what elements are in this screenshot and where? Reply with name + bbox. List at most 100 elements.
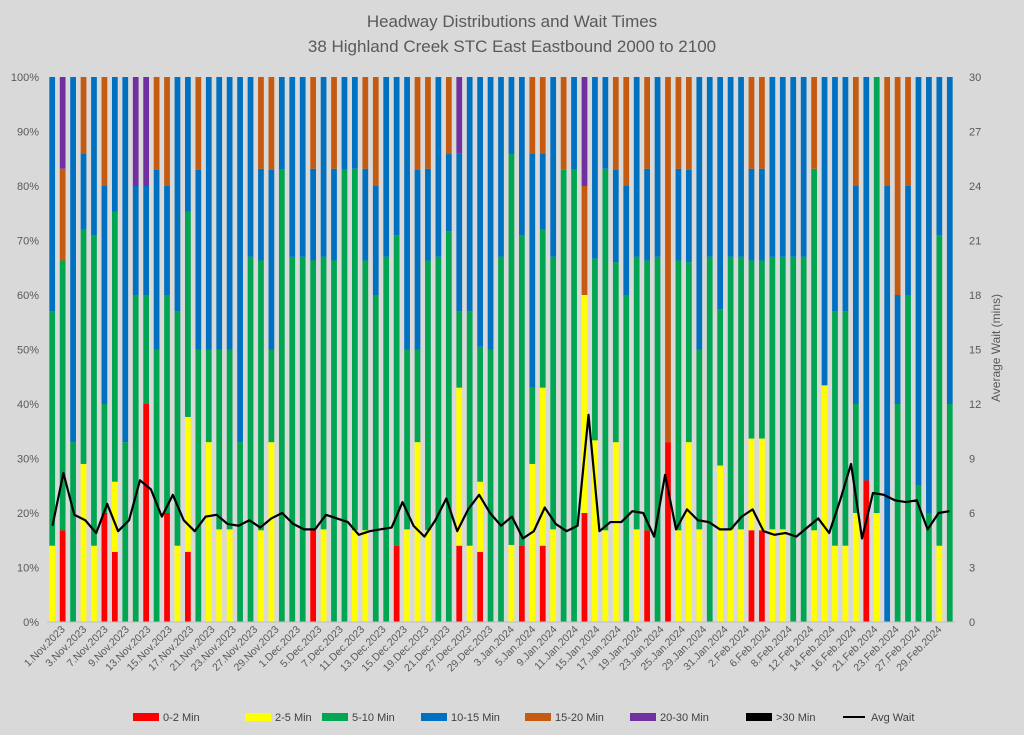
bar-segment-2-5-min xyxy=(111,481,118,552)
bar-segment-10-15-min xyxy=(331,168,337,261)
bar-segment-5-10-min xyxy=(70,442,76,622)
bar-segment-10-15-min xyxy=(633,77,640,257)
bar-segment-5-10-min xyxy=(717,309,724,466)
bar-segment-0-2-min xyxy=(164,513,170,622)
bar-segment-2-5-min xyxy=(80,463,87,622)
bar-segment-10-15-min xyxy=(362,168,369,261)
legend-swatch xyxy=(133,713,159,721)
bar-segment-0-2-min xyxy=(143,404,150,622)
bar-segment-10-15-min xyxy=(529,153,536,388)
bar-segment-5-10-min xyxy=(873,77,880,513)
bar-segment-15-20-min xyxy=(529,77,536,154)
bar-segment-5-10-min xyxy=(602,168,609,531)
bar-segment-15-20-min xyxy=(80,77,87,154)
bar-segment-2-5-min xyxy=(258,530,264,622)
bar-segment-10-15-min xyxy=(70,77,76,443)
y-tick-label: 80% xyxy=(17,181,39,193)
legend-swatch xyxy=(421,713,447,721)
bar-segment-2-5-min xyxy=(185,416,191,552)
bar-segment-5-10-min xyxy=(435,256,442,622)
bar-segment-10-15-min xyxy=(80,153,87,230)
y-axis-right: 0 3 6 9 12 15 18 21 24 27 30 xyxy=(969,72,981,629)
bar-segment-2-5-min xyxy=(821,385,828,622)
bar-segment-10-15-min xyxy=(435,77,442,257)
bar-segment-10-15-min xyxy=(143,186,150,295)
bar-segment-5-10-min xyxy=(769,256,776,530)
bar-segment-2-5-min xyxy=(696,529,703,622)
bar-segment-10-15-min xyxy=(487,77,494,350)
bar-segment-10-15-min xyxy=(111,77,118,212)
bar-segment-10-15-min xyxy=(268,169,275,350)
y2-tick-label: 15 xyxy=(969,345,981,357)
bar-segment-5-10-min xyxy=(205,349,212,443)
bar-segment-10-15-min xyxy=(832,77,838,312)
bar-segment-15-20-min xyxy=(153,77,160,170)
bar-segment-5-10-min xyxy=(612,262,619,443)
bar-segment-2-5-min xyxy=(466,545,473,622)
legend-label: 0-2 Min xyxy=(163,712,200,724)
chart-subtitle: 38 Highland Creek STC East Eastbound 200… xyxy=(308,37,716,56)
bar-segment-15-20-min xyxy=(852,77,859,186)
bar-segment-15-20-min xyxy=(310,77,317,169)
legend-label: 2-5 Min xyxy=(275,712,312,724)
bar-segment-15-20-min xyxy=(894,77,901,295)
bar-segment-2-5-min xyxy=(456,387,463,546)
bar-segment-5-10-min xyxy=(946,404,953,622)
bar-segment-5-10-min xyxy=(633,256,640,530)
bar-segment-2-5-min xyxy=(477,481,483,552)
legend-label: 10-15 Min xyxy=(451,712,500,724)
bar-segment-2-5-min xyxy=(268,442,275,622)
bar-segment-10-15-min xyxy=(101,186,108,404)
y2-tick-label: 27 xyxy=(969,127,981,139)
bar-segment-15-20-min xyxy=(884,77,891,186)
bar-segment-5-10-min xyxy=(352,168,358,531)
bar-segment-10-15-min xyxy=(185,77,191,212)
bar-segment-5-10-min xyxy=(320,256,327,530)
bar-segment-5-10-min xyxy=(247,256,254,622)
bar-segment-2-5-min xyxy=(205,442,212,622)
bar-segment-5-10-min xyxy=(852,404,859,513)
legend-label: Avg Wait xyxy=(871,712,914,724)
bar-segment-15-20-min xyxy=(612,77,619,170)
bar-segment-5-10-min xyxy=(258,260,264,531)
bar-segment-2-5-min xyxy=(717,465,724,622)
bar-segment-10-15-min xyxy=(571,77,577,170)
bar-segment-5-10-min xyxy=(936,235,943,546)
legend-label: 20-30 Min xyxy=(660,712,709,724)
bar-segment-0-2-min xyxy=(456,545,463,622)
bar-segment-10-15-min xyxy=(477,77,483,347)
bar-segment-2-5-min xyxy=(320,529,327,622)
bar-segment-0-2-min xyxy=(748,530,755,622)
y2-tick-label: 24 xyxy=(969,181,981,193)
y-tick-label: 0% xyxy=(23,617,39,629)
bar-segment-5-10-min xyxy=(59,260,66,531)
legend-swatch xyxy=(525,713,551,721)
bar-segment-10-15-min xyxy=(800,77,807,257)
bar-segment-5-10-min xyxy=(278,169,285,622)
bar-segment-2-5-min xyxy=(612,442,619,622)
bar-segment-2-5-min xyxy=(404,529,410,622)
bar-segment-10-15-min xyxy=(612,169,619,263)
bar-segment-15-20-min xyxy=(581,186,588,295)
bar-segment-5-10-min xyxy=(143,295,150,404)
bar-segment-5-10-min xyxy=(790,256,797,622)
y2-tick-label: 30 xyxy=(969,72,981,84)
bar-segment-5-10-min xyxy=(811,168,817,531)
bar-segment-5-10-min xyxy=(571,169,577,622)
bar-segment-0-2-min xyxy=(101,513,108,622)
bar-segment-5-10-min xyxy=(164,295,170,513)
bar-segment-5-10-min xyxy=(101,404,108,513)
bar-segment-5-10-min xyxy=(842,311,849,546)
bar-segment-10-15-min xyxy=(278,77,285,170)
bar-segment-10-15-min xyxy=(341,77,348,170)
bar-segment-2-5-min xyxy=(174,545,181,622)
bar-segment-10-15-min xyxy=(706,77,713,257)
bar-segment-10-15-min xyxy=(383,77,390,257)
bar-segment-10-15-min xyxy=(769,77,776,257)
bar-segment-10-15-min xyxy=(216,77,223,350)
bar-segment-5-10-min xyxy=(759,260,765,439)
bar-segment-10-15-min xyxy=(852,186,859,404)
bar-segment-5-10-min xyxy=(508,154,515,545)
